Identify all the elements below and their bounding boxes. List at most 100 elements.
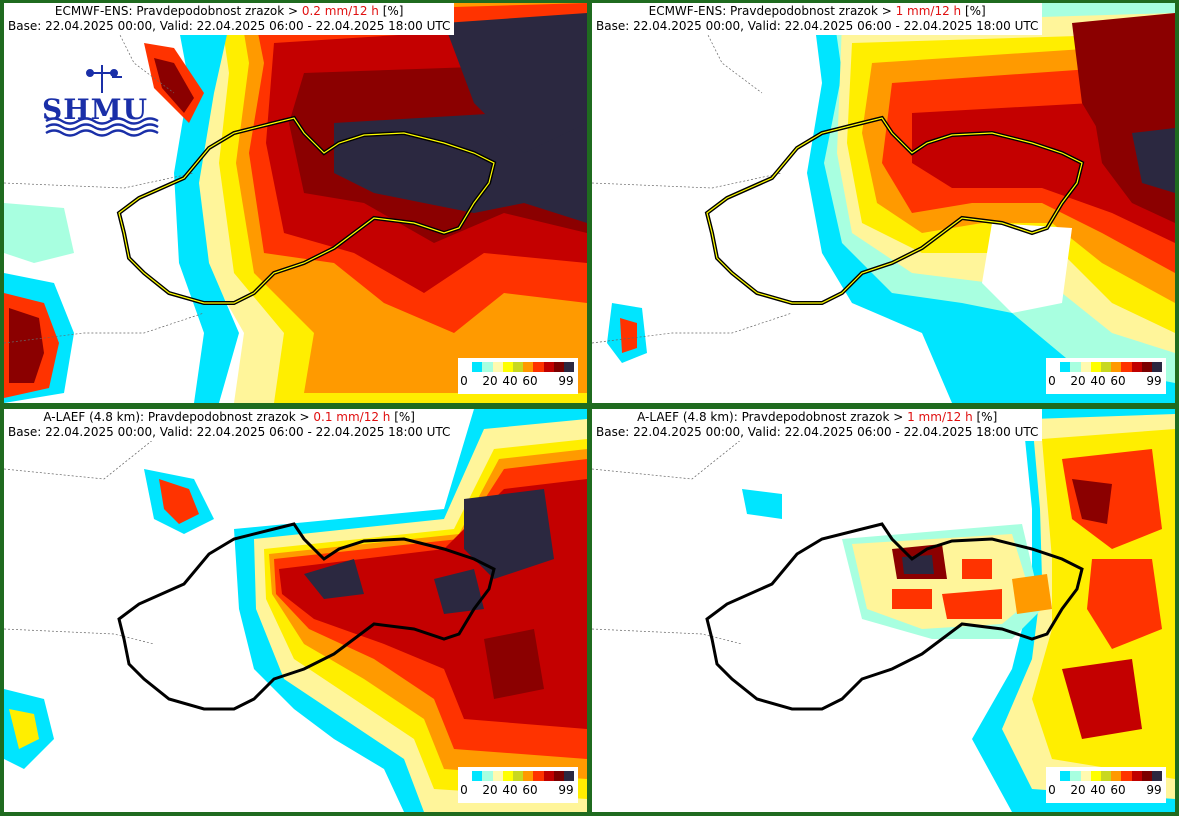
legend-swatch [1141, 771, 1152, 781]
legend-tick: 0 [460, 374, 468, 388]
legend-swatch [492, 362, 503, 372]
legend-tick: 20 [482, 374, 498, 388]
legend-swatch [1100, 362, 1112, 372]
legend-tick: 0 [1048, 374, 1056, 388]
legend-tick: 99 [558, 374, 574, 388]
legend-tick: 60 [522, 374, 538, 388]
legend-swatch [543, 771, 554, 781]
legend-swatch [553, 362, 564, 372]
title-prefix: A-LAEF (4.8 km): Pravdepodobnost zrazok … [43, 410, 314, 424]
legend-swatch [533, 771, 544, 781]
title-suffix: [%] [378, 4, 404, 18]
legend-swatch [482, 362, 493, 372]
logo-text: SHMU [42, 93, 149, 126]
legend-swatch [1060, 362, 1071, 372]
legend-swatch [523, 771, 534, 781]
legend-swatch [1121, 362, 1132, 372]
legend-swatch [1100, 771, 1112, 781]
legend-swatch [472, 362, 483, 372]
threshold: 0.1 mm/12 h [313, 410, 391, 424]
legend-bar [1050, 771, 1163, 781]
base-valid-line: Base: 22.04.2025 00:00, Valid: 22.04.202… [8, 19, 451, 33]
legend-tick: 99 [1146, 783, 1162, 797]
legend-bar [462, 771, 575, 781]
legend-swatch [1131, 771, 1142, 781]
title-prefix: ECMWF-ENS: Pravdepodobnost zrazok > [54, 4, 302, 18]
legend-tick: 20 [1070, 783, 1086, 797]
legend-swatch [502, 362, 513, 372]
title-suffix: [%] [390, 410, 415, 424]
probability-map [592, 3, 1175, 403]
legend-tick: 20 [482, 783, 498, 797]
title-suffix: [%] [961, 4, 986, 18]
legend-swatch [1070, 362, 1081, 372]
color-legend: 0 20 40 60 99 [458, 767, 578, 803]
legend-swatch [1050, 771, 1061, 781]
title-prefix: A-LAEF (4.8 km): Pravdepodobnost zrazok … [637, 410, 908, 424]
legend-swatch [1121, 771, 1132, 781]
legend-swatch [1080, 362, 1091, 372]
color-legend: 0 20 40 60 99 [1046, 358, 1166, 394]
probability-map [4, 3, 587, 403]
map-panel-alaef-01mm: A-LAEF (4.8 km): Pravdepodobnost zrazok … [4, 409, 587, 812]
threshold: 0.2 mm/12 h [301, 4, 379, 18]
title-suffix: [%] [972, 410, 998, 424]
base-valid-line: Base: 22.04.2025 00:00, Valid: 22.04.202… [596, 425, 1039, 439]
base-valid-line: Base: 22.04.2025 00:00, Valid: 22.04.202… [596, 19, 1039, 33]
map-panel-alaef-1mm: A-LAEF (4.8 km): Pravdepodobnost zrazok … [592, 409, 1175, 812]
legend-tick: 0 [460, 783, 468, 797]
color-legend: 0 20 40 60 99 [1046, 767, 1166, 803]
legend-swatch [1151, 362, 1163, 372]
legend-swatch [563, 362, 575, 372]
legend-swatch [512, 362, 524, 372]
probability-map [592, 409, 1175, 812]
legend-tick: 40 [1090, 783, 1106, 797]
legend-swatch [1111, 771, 1122, 781]
map-panel-ecmwf-1mm: ECMWF-ENS: Pravdepodobnost zrazok > 1 mm… [592, 3, 1175, 403]
legend-swatch [1141, 362, 1152, 372]
legend-swatch [1050, 362, 1061, 372]
base-valid-line: Base: 22.04.2025 00:00, Valid: 22.04.202… [8, 425, 451, 439]
legend-swatch [462, 362, 473, 372]
legend-swatch [1131, 362, 1142, 372]
legend-swatch [563, 771, 575, 781]
legend-tick: 99 [558, 783, 574, 797]
threshold: 1 mm/12 h [907, 410, 973, 424]
color-legend: 0 20 40 60 99 [458, 358, 578, 394]
legend-ticks: 0 20 40 60 99 [1046, 374, 1166, 390]
legend-swatch [482, 771, 493, 781]
probability-map [4, 409, 587, 812]
legend-ticks: 0 20 40 60 99 [458, 374, 578, 390]
legend-bar [1050, 362, 1163, 372]
legend-tick: 60 [1110, 374, 1126, 388]
legend-tick: 99 [1146, 374, 1162, 388]
legend-swatch [502, 771, 513, 781]
legend-swatch [512, 771, 524, 781]
legend-swatch [1111, 362, 1122, 372]
panel-title: ECMWF-ENS: Pravdepodobnost zrazok > 1 mm… [592, 3, 1043, 35]
map-panel-ecmwf-02mm: SHMU ECMWF-ENS: Pravdepodobnost zrazok >… [4, 3, 587, 403]
title-prefix: ECMWF-ENS: Pravdepodobnost zrazok > [648, 4, 896, 18]
panel-title: A-LAEF (4.8 km): Pravdepodobnost zrazok … [4, 409, 455, 441]
legend-ticks: 0 20 40 60 99 [1046, 783, 1166, 799]
legend-bar [462, 362, 575, 372]
legend-tick: 20 [1070, 374, 1086, 388]
legend-tick: 60 [1110, 783, 1126, 797]
legend-swatch [492, 771, 503, 781]
panel-title: ECMWF-ENS: Pravdepodobnost zrazok > 0.2 … [4, 3, 455, 35]
legend-swatch [1151, 771, 1163, 781]
legend-swatch [1060, 771, 1071, 781]
legend-tick: 0 [1048, 783, 1056, 797]
threshold: 1 mm/12 h [895, 4, 962, 18]
legend-tick: 40 [502, 374, 518, 388]
legend-swatch [1090, 362, 1101, 372]
legend-swatch [533, 362, 544, 372]
legend-swatch [523, 362, 534, 372]
panel-title: A-LAEF (4.8 km): Pravdepodobnost zrazok … [592, 409, 1043, 441]
legend-tick: 40 [1090, 374, 1106, 388]
legend-swatch [543, 362, 554, 372]
legend-swatch [1080, 771, 1091, 781]
legend-swatch [472, 771, 483, 781]
legend-swatch [1090, 771, 1101, 781]
weather-station-icon [45, 65, 159, 137]
